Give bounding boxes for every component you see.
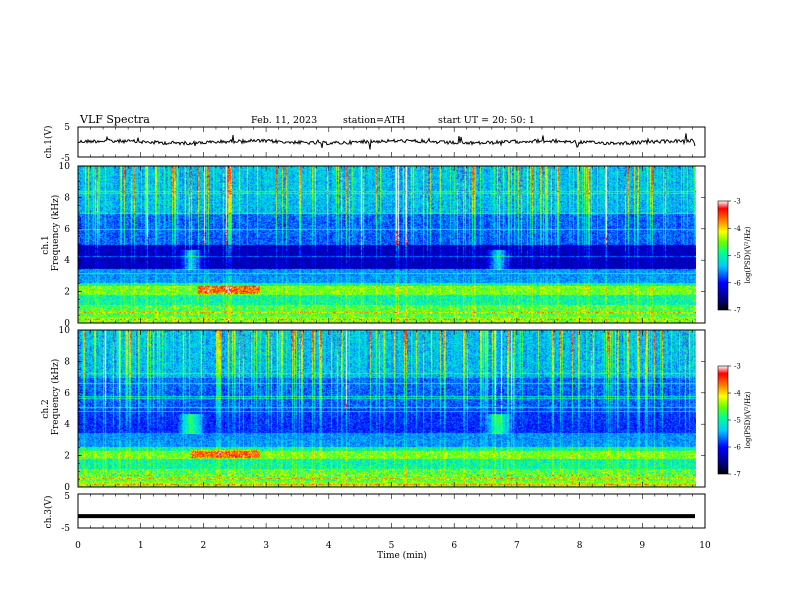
y-tick-label: 2	[64, 288, 70, 298]
colorbar-tick-label: -6	[734, 279, 741, 287]
spectrogram-raster	[78, 166, 696, 323]
x-tick-label: 8	[577, 541, 583, 551]
y-tick-label: 10	[59, 326, 71, 336]
ch2-spec-ylabel-1: ch.2	[41, 399, 51, 418]
start-time-label: start UT = 20: 50: 1	[438, 115, 535, 126]
ch2-colorbar-ticks: -3 -4 -5 -6 -7	[728, 363, 741, 479]
y-tick-label: 10	[59, 162, 71, 172]
y-tick-label: 6	[64, 225, 70, 235]
y-tick-label: 6	[64, 389, 70, 399]
y-tick-label: 4	[64, 256, 70, 266]
ch2-spectrogram-xticks	[77, 330, 706, 487]
ch3-waveform-panel: 5 -5 ch.3(V)	[43, 492, 706, 534]
y-tick-label: 8	[64, 193, 70, 203]
y-tick-label: 0	[64, 319, 70, 329]
ch2-spectrogram-image	[78, 330, 696, 487]
ch1-ytick-top: 5	[64, 123, 70, 133]
y-tick-label: 8	[64, 357, 70, 367]
ch2-colorbar	[717, 365, 729, 475]
ch3-waveform-xticks	[77, 494, 706, 528]
ch1-ylabel: ch.1(V)	[43, 126, 54, 159]
ch3-ytick-bottom: -5	[61, 524, 70, 534]
ch2-spec-ylabel-2: Frequency (kHz)	[50, 359, 61, 436]
ch1-spec-ylabel-2: Frequency (kHz)	[50, 195, 61, 272]
x-tick-label: 6	[451, 541, 457, 551]
x-tick-label: 2	[201, 541, 207, 551]
colorbar-tick-label: -5	[734, 252, 741, 260]
y-tick-label: 4	[64, 420, 70, 430]
ch3-waveform-frame	[77, 493, 706, 529]
colorbar-tick-label: -4	[734, 390, 741, 398]
ch1-colorbar-ticks: -3 -4 -5 -6 -7	[728, 198, 741, 315]
y-tick-label: 0	[64, 483, 70, 493]
x-axis-tick-labels: 0 1 2 3 4 5 6 7 8 9 10	[75, 541, 711, 551]
ch1-colorbar	[717, 200, 729, 311]
colorbar-tick-label: -7	[734, 307, 741, 315]
x-tick-label: 1	[138, 541, 144, 551]
ch1-spec-ylabel-1: ch.1	[41, 235, 51, 254]
colorbar-tick-label: -7	[734, 471, 741, 479]
x-tick-label: 3	[263, 541, 269, 551]
colorbar-tick-label: -3	[734, 363, 741, 371]
colorbar-tick-label: -6	[734, 444, 741, 452]
spectrogram-raster	[78, 330, 696, 487]
ch1-waveform-ticks	[77, 127, 706, 157]
x-tick-label: 9	[639, 541, 645, 551]
colorbar-tick-label: -3	[734, 198, 741, 206]
ch1-spectrogram-image	[78, 166, 696, 323]
ch3-ylabel: ch.3(V)	[43, 496, 54, 529]
figure-title: VLF Spectra	[79, 113, 150, 126]
x-tick-label: 7	[514, 541, 520, 551]
ch1-ytick-bottom: -5	[61, 154, 70, 164]
x-tick-label: 5	[389, 541, 395, 551]
ch2-colorbar-label: log(PSD)(V²/Hz)	[744, 391, 752, 448]
station-label: station=ATH	[343, 115, 405, 126]
ch1-waveform-panel: 5 -5 ch.1(V)	[43, 123, 706, 164]
x-tick-label: 0	[75, 541, 81, 551]
x-axis-label: Time (min)	[377, 550, 427, 561]
date-label: Feb. 11, 2023	[251, 115, 317, 126]
ch1-spectrogram-yticks: 0 2 4 6 8 10	[59, 162, 705, 329]
y-tick-label: 2	[64, 452, 70, 462]
ch1-waveform-trace	[77, 133, 696, 150]
colorbar-tick-label: -5	[734, 417, 741, 425]
x-tick-label: 10	[699, 541, 711, 551]
colorbar-tick-label: -4	[734, 225, 741, 233]
x-tick-label: 4	[326, 541, 332, 551]
ch1-spectrogram-xticks	[77, 166, 706, 323]
ch3-ytick-top: 5	[64, 492, 70, 502]
ch2-spectrogram-yticks: 0 2 4 6 8 10	[59, 326, 705, 493]
ch1-colorbar-label: log(PSD)(V²/Hz)	[744, 226, 752, 283]
